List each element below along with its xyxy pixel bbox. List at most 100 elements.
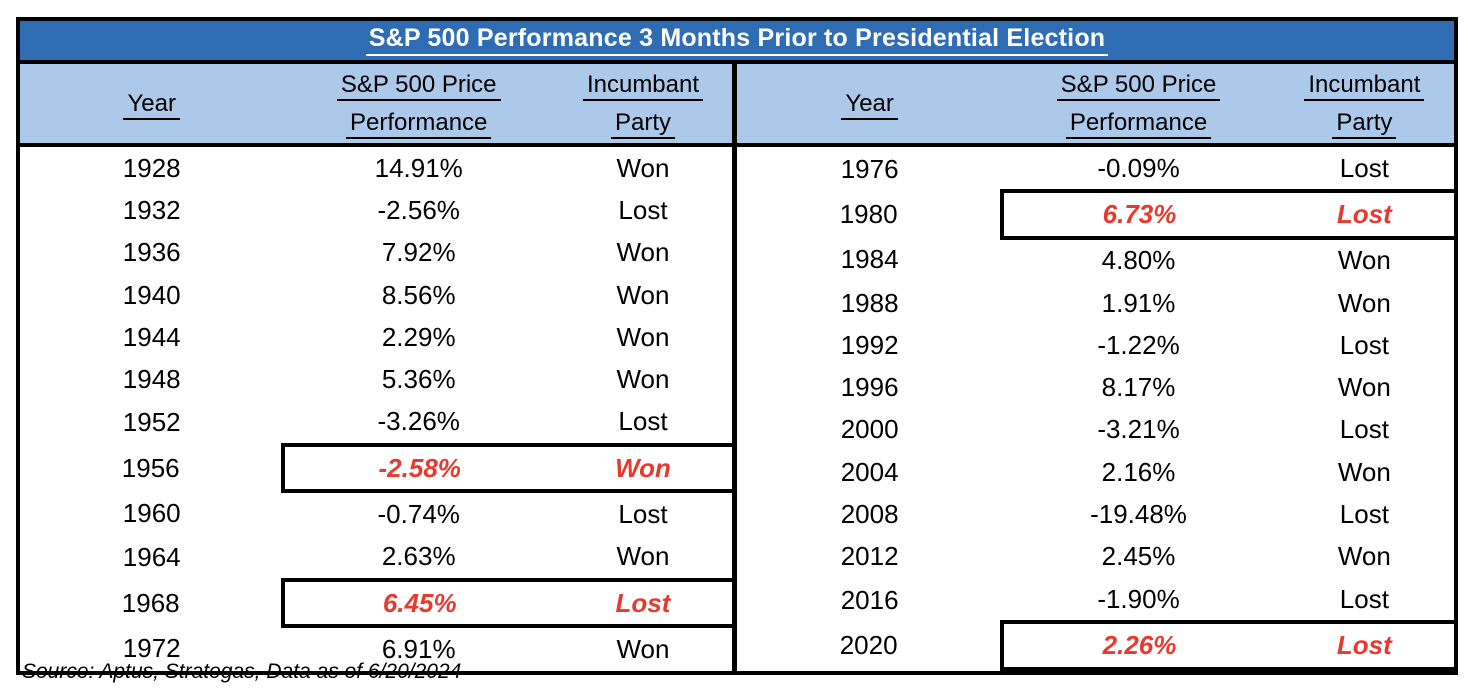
column-header-label: Performance	[346, 108, 492, 139]
year-cell: 2004	[840, 456, 899, 487]
party-cell: Won	[616, 364, 670, 395]
performance-cell: -1.90%	[1097, 583, 1180, 614]
election-performance-table: S&P 500 Performance 3 Months Prior to Pr…	[16, 17, 1458, 675]
performance-cell: -1.22%	[1097, 329, 1180, 360]
source-note: Source: Aptus, Strategas, Data as of 6/2…	[22, 660, 462, 683]
table-row: 1984 4.80% Won	[737, 238, 1454, 282]
column-header-label: Incumbant	[1304, 70, 1425, 101]
year-cell: 2012	[840, 541, 899, 572]
party-cell: Lost	[1274, 189, 1454, 240]
party-cell: Lost	[1274, 620, 1454, 671]
year-cell: 1948	[122, 364, 181, 395]
header-row: Year S&P 500 Price Performance Incumbant Par…	[20, 64, 735, 147]
party-cell: Won	[1337, 541, 1391, 572]
table-row: 1940 8.56% Won	[20, 274, 735, 316]
performance-cell: 8.17%	[1101, 372, 1176, 403]
party-cell: Lost	[618, 194, 668, 225]
performance-cell: 6.91%	[381, 633, 456, 664]
table-row: 1956 -2.58% Won	[20, 443, 735, 494]
performance-cell: -0.09%	[1097, 152, 1180, 183]
performance-cell: 6.45%	[281, 577, 554, 629]
party-cell: Won	[1337, 287, 1391, 318]
party-cell: Won	[616, 152, 670, 183]
performance-cell: 2.45%	[1101, 541, 1176, 572]
table-row: 2012 2.45% Won	[737, 536, 1454, 578]
column-header-year: Year	[20, 64, 284, 147]
party-cell: Won	[553, 443, 735, 494]
performance-cell: -19.48%	[1090, 499, 1187, 530]
year-cell: 2020	[839, 629, 898, 660]
column-header-label: S&P 500 Price	[336, 70, 501, 101]
table-row: 2016 -1.90% Lost	[737, 578, 1454, 622]
table-row: 1968 6.45% Lost	[20, 577, 735, 629]
performance-cell: 7.92%	[381, 237, 456, 268]
year-cell: 1944	[122, 321, 181, 352]
table-row: 1976 -0.09% Lost	[737, 145, 1454, 191]
table-row: 2020 2.26% Lost	[737, 620, 1454, 671]
performance-cell: -2.56%	[377, 194, 460, 225]
year-cell: 2008	[840, 499, 899, 530]
column-header-party: Incumbant Party	[553, 64, 735, 147]
table-row: 1972 6.91% Won	[20, 626, 735, 670]
table-title: S&P 500 Performance 3 Months Prior to Pr…	[365, 24, 1109, 57]
party-cell: Won	[616, 633, 670, 664]
column-header-performance: S&P 500 Price Performance	[1002, 64, 1275, 147]
party-cell: Won	[616, 279, 670, 310]
party-cell: Won	[616, 321, 670, 352]
table-row: 1936 7.92% Won	[20, 232, 735, 274]
table-row: 1988 1.91% Won	[737, 282, 1454, 324]
table-title-bar: S&P 500 Performance 3 Months Prior to Pr…	[16, 17, 1458, 64]
year-cell: 1964	[122, 542, 181, 573]
year-cell: 1988	[840, 287, 899, 318]
table-right-half: Year S&P 500 Price Performance Incumbant Par…	[737, 64, 1454, 671]
performance-cell: -0.74%	[377, 499, 460, 530]
table-row: 2000 -3.21% Lost	[737, 409, 1454, 451]
year-cell: 1952	[122, 407, 181, 438]
performance-cell: 2.16%	[1101, 456, 1176, 487]
performance-cell: 6.73%	[1000, 189, 1275, 240]
column-header-label: S&P 500 Price	[1056, 70, 1221, 101]
table-row: 1948 5.36% Won	[20, 358, 735, 400]
year-cell: 2016	[840, 584, 899, 615]
column-header-performance: S&P 500 Price Performance	[283, 64, 554, 147]
year-cell: 1932	[122, 194, 181, 225]
year-cell: 1960	[122, 498, 181, 529]
table-row: 2004 2.16% Won	[737, 451, 1454, 493]
table-body: Year S&P 500 Price Performance Incumbant Par…	[16, 64, 1458, 675]
performance-cell: 2.63%	[381, 541, 456, 572]
table-row: 2008 -19.48% Lost	[737, 493, 1454, 535]
party-cell: Lost	[618, 499, 668, 530]
performance-cell: -2.58%	[281, 443, 554, 494]
year-cell: 1928	[122, 152, 181, 183]
year-cell: 1936	[122, 237, 181, 268]
party-cell: Won	[1337, 456, 1391, 487]
year-cell: 1980	[839, 198, 898, 229]
party-cell: Lost	[1339, 583, 1389, 614]
year-cell: 2000	[840, 414, 899, 445]
performance-cell: 4.80%	[1101, 245, 1176, 276]
column-header-label: Performance	[1065, 108, 1212, 139]
table-row: 1996 8.17% Won	[737, 366, 1454, 408]
year-cell: 1956	[121, 452, 180, 483]
performance-cell: 1.91%	[1101, 287, 1176, 318]
party-cell: Lost	[1339, 414, 1389, 445]
year-cell: 1972	[122, 632, 181, 663]
performance-cell: 5.36%	[381, 364, 456, 395]
table-row: 1992 -1.22% Lost	[737, 324, 1454, 366]
column-header-label: Incumbant	[582, 70, 704, 101]
performance-cell: -3.21%	[1097, 414, 1180, 445]
table-left-half: Year S&P 500 Price Performance Incumbant Par…	[20, 64, 737, 671]
table-row: 1952 -3.26% Lost	[20, 401, 735, 445]
header-row: Year S&P 500 Price Performance Incumbant Par…	[737, 64, 1454, 147]
table-row: 1928 14.91% Won	[20, 145, 735, 189]
table-row: 1960 -0.74% Lost	[20, 491, 735, 535]
performance-cell: 8.56%	[381, 279, 456, 310]
year-cell: 1996	[840, 372, 899, 403]
performance-cell: 2.29%	[381, 321, 456, 352]
party-cell: Lost	[553, 577, 735, 629]
party-cell: Won	[1337, 245, 1391, 276]
column-header-label: Year	[123, 89, 180, 120]
party-cell: Lost	[1339, 499, 1389, 530]
column-header-label: Year	[841, 89, 898, 120]
performance-cell: 2.26%	[1000, 620, 1275, 671]
